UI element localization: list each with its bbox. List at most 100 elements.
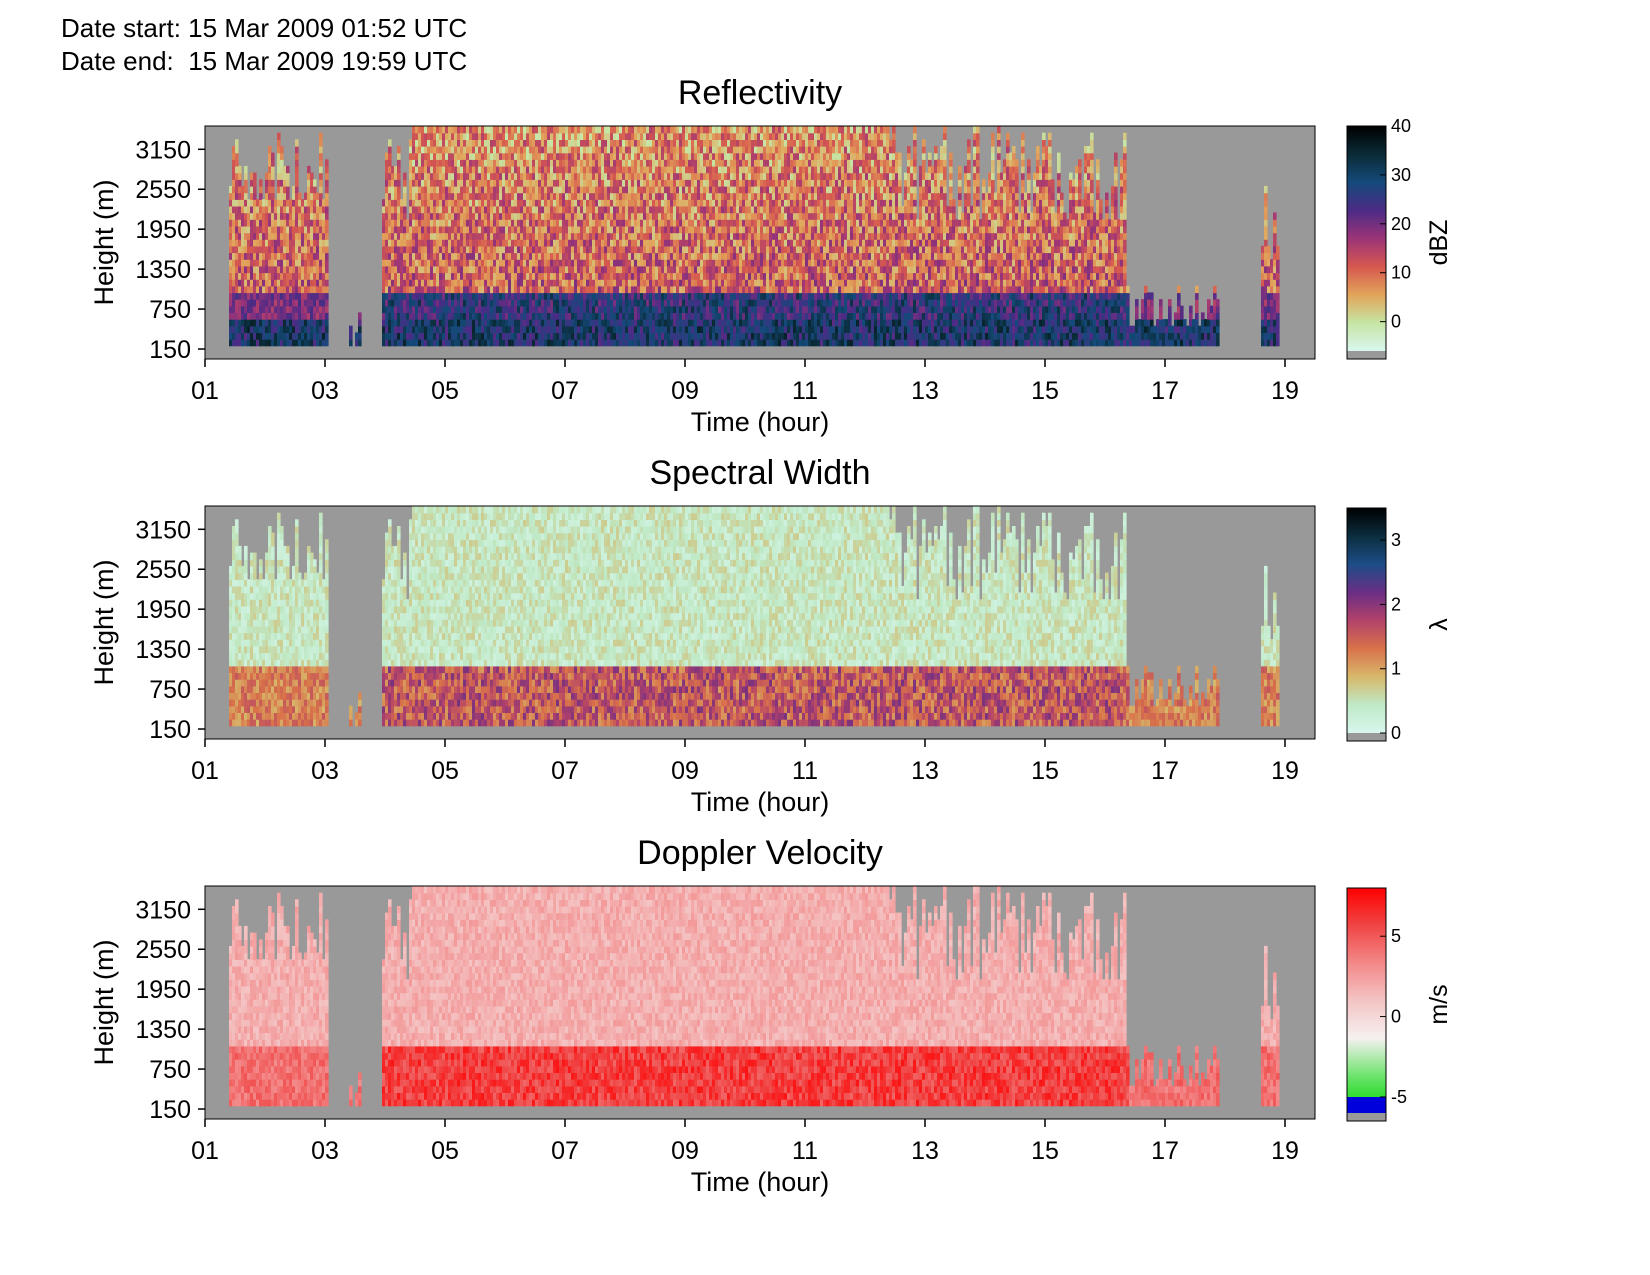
heatmap-cell — [325, 159, 329, 166]
heatmap-cell — [295, 179, 299, 186]
heatmap-cell — [325, 199, 329, 206]
heatmap-cell — [253, 179, 257, 186]
heatmap-cell — [325, 239, 329, 246]
heatmap-cell — [397, 186, 401, 193]
heatmap-cell — [280, 146, 284, 153]
heatmap-cell — [310, 173, 314, 180]
heatmap-cell — [271, 193, 275, 200]
heatmap-cell — [313, 186, 317, 193]
heatmap-cell — [349, 326, 353, 333]
heatmap-cell — [325, 226, 329, 233]
heatmap-cell — [319, 159, 323, 166]
heatmap-cell — [295, 146, 299, 153]
heatmap-cell — [235, 159, 239, 166]
heatmap-cell — [313, 179, 317, 186]
heatmap-cell — [325, 319, 329, 326]
heatmap-cell — [397, 173, 401, 180]
heatmap-cell — [319, 166, 323, 173]
heatmap-cell — [388, 153, 392, 160]
heatmap-cell — [295, 166, 299, 173]
heatmap-cell — [277, 133, 281, 140]
heatmap-cell — [358, 312, 362, 319]
heatmap-cell — [325, 266, 329, 273]
heatmap-cell — [238, 166, 242, 173]
heatmap-cell — [253, 186, 257, 193]
heatmap-cell — [325, 259, 329, 266]
heatmap-cell — [259, 186, 263, 193]
heatmap-cell — [403, 179, 407, 186]
heatmap-cell — [403, 193, 407, 200]
heatmap-cell — [325, 332, 329, 339]
heatmap-cell — [259, 179, 263, 186]
heatmap-cell — [397, 166, 401, 173]
heatmap-cell — [325, 173, 329, 180]
heatmap-cell — [295, 139, 299, 146]
heatmap-cell — [295, 173, 299, 180]
heatmap-cell — [325, 166, 329, 173]
heatmap-cell — [319, 139, 323, 146]
heatmap-cell — [319, 173, 323, 180]
heatmap-cell — [325, 306, 329, 313]
heatmap-cell — [403, 206, 407, 213]
heatmap-cell — [358, 339, 362, 346]
heatmap-cell — [235, 139, 239, 146]
heatmap-cell — [319, 179, 323, 186]
heatmap-cell — [325, 273, 329, 280]
heatmap-cell — [358, 332, 362, 339]
heatmap-cell — [325, 233, 329, 240]
heatmap-cell — [397, 193, 401, 200]
heatmap-cell — [325, 219, 329, 226]
heatmap-cell — [253, 193, 257, 200]
heatmap-cell — [325, 253, 329, 260]
heatmap-cell — [280, 159, 284, 166]
heatmap-cell — [307, 166, 311, 173]
heatmap-cell — [349, 339, 353, 346]
heatmap-cell — [286, 179, 290, 186]
heatmap-cell — [295, 159, 299, 166]
heatmap-cell — [253, 173, 257, 180]
heatmap-cell — [244, 166, 248, 173]
heatmap-cell — [325, 279, 329, 286]
heatmap-cell — [388, 146, 392, 153]
heatmap-cell — [358, 319, 362, 326]
heatmap-cell — [319, 133, 323, 140]
radar-figure: Reflectivity315025501950135075015001 03 05… — [0, 0, 1650, 1275]
heatmap-cell — [397, 179, 401, 186]
heatmap-cell — [325, 326, 329, 333]
heatmap-cell — [403, 186, 407, 193]
heatmap-cell — [325, 213, 329, 220]
heatmap-cell — [403, 199, 407, 206]
heatmap-cell — [244, 173, 248, 180]
heatmap-cell — [325, 292, 329, 299]
heatmap-cell — [268, 146, 272, 153]
heatmap-cell — [325, 206, 329, 213]
heatmap-cell — [238, 179, 242, 186]
heatmap-cell — [388, 159, 392, 166]
heatmap-cell — [325, 186, 329, 193]
heatmap-cell — [319, 146, 323, 153]
heatmap-cell — [259, 193, 263, 200]
heatmap-cell — [286, 193, 290, 200]
heatmap-cell — [235, 153, 239, 160]
heatmap-cell — [235, 146, 239, 153]
heatmap-cell — [286, 166, 290, 173]
heatmap-cell — [319, 186, 323, 193]
heatmap-cell — [325, 299, 329, 306]
heatmap-cell — [286, 186, 290, 193]
heatmap-cell — [271, 173, 275, 180]
heatmap-cell — [325, 286, 329, 293]
heatmap-cell — [295, 186, 299, 193]
heatmap-cell — [271, 186, 275, 193]
heatmap-cell — [325, 193, 329, 200]
heatmap-cell — [388, 139, 392, 146]
heatmap-cell — [244, 179, 248, 186]
heatmap-cell — [295, 153, 299, 160]
heatmap-cell — [319, 193, 323, 200]
heatmap-cell — [298, 193, 302, 200]
heatmap-cell — [325, 246, 329, 253]
heatmap-cell — [244, 193, 248, 200]
chart-title: Reflectivity — [678, 74, 842, 112]
heatmap-cell — [403, 213, 407, 220]
heatmap-cell — [271, 179, 275, 186]
